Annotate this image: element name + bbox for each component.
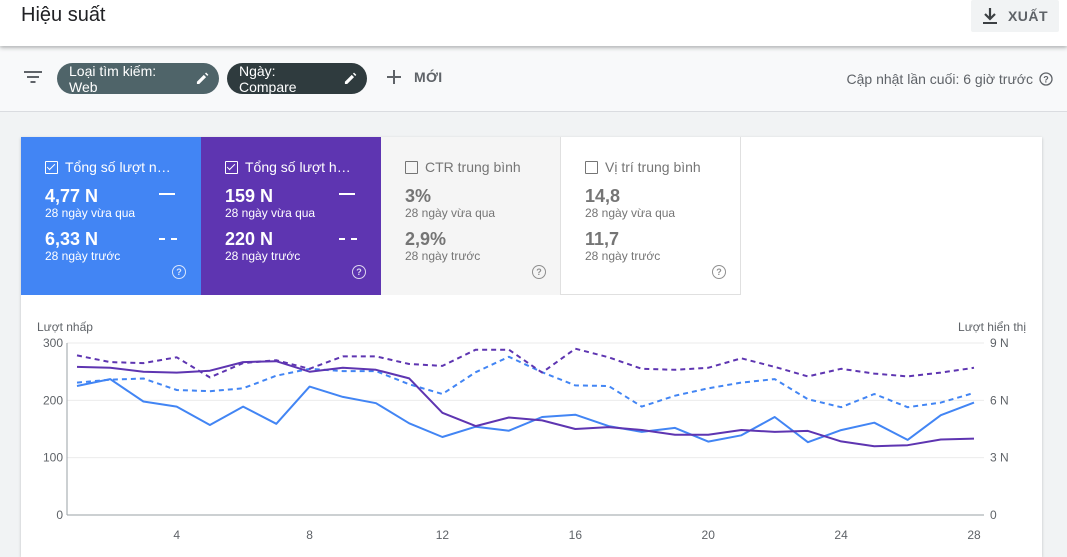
date-chip[interactable]: Ngày: Compare	[227, 62, 367, 95]
solid-line-legend	[339, 193, 355, 195]
metric-value-current: 14,8	[585, 186, 621, 206]
y2-tick-label: 9 N	[990, 336, 1009, 350]
x-tick-label: 4	[173, 528, 180, 542]
metric-value-previous: 220 N	[225, 229, 274, 249]
x-tick-label: 28	[967, 528, 981, 542]
metric-label-current: 28 ngày vừa qua	[45, 206, 136, 220]
y2-tick-label: 0	[990, 508, 997, 522]
metric-average-ctr[interactable]: CTR trung bình 3% 28 ngày vừa qua 2,9% 2…	[381, 137, 561, 295]
filter-bar: Loại tìm kiếm: Web Ngày: Compare MỚI Cập…	[0, 48, 1067, 112]
metric-label-current: 28 ngày vừa qua	[405, 206, 496, 220]
x-tick-label: 16	[569, 528, 583, 542]
filter-icon[interactable]	[24, 71, 42, 83]
checkbox[interactable]	[405, 160, 418, 174]
x-tick-label: 24	[834, 528, 848, 542]
metric-label-previous: 28 ngày trước	[225, 249, 301, 263]
checkbox[interactable]	[225, 160, 238, 174]
metric-title: Tổng số lượt nh…	[65, 159, 173, 175]
x-tick-label: 20	[702, 528, 716, 542]
help-icon[interactable]: ?	[172, 265, 186, 279]
current-left-series-line	[76, 378, 975, 444]
x-tick-label: 8	[306, 528, 313, 542]
previous-right-series-line	[76, 347, 975, 379]
pencil-icon[interactable]	[344, 72, 357, 85]
right-axis-title: Lượt hiển thị	[958, 320, 1026, 334]
left-axis-title: Lượt nhấp	[37, 320, 93, 334]
pencil-icon[interactable]	[196, 72, 209, 85]
metric-value-current: 159 N	[225, 186, 274, 206]
metric-title: CTR trung bình	[425, 159, 521, 175]
export-label: XUẤT	[1007, 8, 1049, 24]
metric-label-previous: 28 ngày trước	[45, 249, 121, 263]
search-type-chip[interactable]: Loại tìm kiếm: Web	[57, 62, 219, 95]
current-right-series-line	[76, 360, 975, 448]
dashed-line-legend	[339, 238, 357, 240]
metric-value-previous: 2,9%	[405, 229, 447, 249]
metric-total-clicks[interactable]: Tổng số lượt nh… 4,77 N 28 ngày vừa qua …	[21, 137, 201, 295]
help-icon[interactable]: ?	[532, 265, 546, 279]
page-title: Hiệu suất	[21, 4, 106, 26]
metric-title: Vị trí trung bình	[605, 159, 701, 175]
help-icon[interactable]: ?	[352, 265, 366, 279]
metric-value-previous: 11,7	[585, 229, 620, 249]
y-tick-label: 100	[43, 451, 63, 465]
previous-left-series-line	[76, 355, 975, 409]
metric-label-current: 28 ngày vừa qua	[585, 206, 676, 220]
metric-title: Tổng số lượt hiể…	[245, 159, 353, 175]
y-tick-label: 0	[56, 508, 63, 522]
checkbox[interactable]	[45, 160, 58, 174]
checkbox[interactable]	[585, 160, 598, 174]
last-updated: Cập nhật lần cuối: 6 giờ trước ?	[847, 71, 1054, 87]
performance-card: Tổng số lượt nh… 4,77 N 28 ngày vừa qua …	[21, 137, 1042, 557]
solid-line-legend	[159, 193, 175, 195]
download-icon	[982, 8, 997, 24]
metric-label-previous: 28 ngày trước	[585, 249, 661, 263]
new-filter-label: MỚI	[414, 69, 443, 85]
y2-tick-label: 6 N	[990, 393, 1009, 407]
plus-icon	[387, 70, 401, 84]
metric-label-previous: 28 ngày trước	[405, 249, 481, 263]
top-bar: Hiệu suất XUẤT	[0, 0, 1067, 46]
new-filter-button[interactable]: MỚI	[386, 69, 442, 85]
metric-value-current: 3%	[405, 186, 432, 206]
dashed-line-legend	[159, 238, 177, 240]
y2-tick-label: 3 N	[990, 451, 1009, 465]
chip-label: Ngày: Compare	[239, 62, 297, 95]
metric-value-current: 4,77 N	[45, 186, 99, 206]
metric-total-impressions[interactable]: Tổng số lượt hiể… 159 N 28 ngày vừa qua …	[201, 137, 381, 295]
chip-label: Loại tìm kiếm: Web	[69, 62, 157, 95]
metric-average-position[interactable]: Vị trí trung bình 14,8 28 ngày vừa qua 1…	[561, 137, 741, 295]
x-tick-label: 12	[436, 528, 450, 542]
metric-value-previous: 6,33 N	[45, 229, 99, 249]
last-updated-text: Cập nhật lần cuối: 6 giờ trước	[846, 71, 1034, 87]
metric-label-current: 28 ngày vừa qua	[225, 206, 316, 220]
help-icon[interactable]: ?	[712, 265, 726, 279]
export-button[interactable]: XUẤT	[971, 0, 1059, 32]
help-icon[interactable]: ?	[1039, 72, 1053, 86]
y-tick-label: 200	[43, 393, 63, 407]
y-tick-label: 300	[43, 336, 63, 350]
performance-chart[interactable]: Lượt nhấp Lượt hiển thị 0 0 100 3 N 200 6 N 300 9…	[21, 313, 1042, 544]
svg-text:?: ?	[1043, 74, 1049, 84]
